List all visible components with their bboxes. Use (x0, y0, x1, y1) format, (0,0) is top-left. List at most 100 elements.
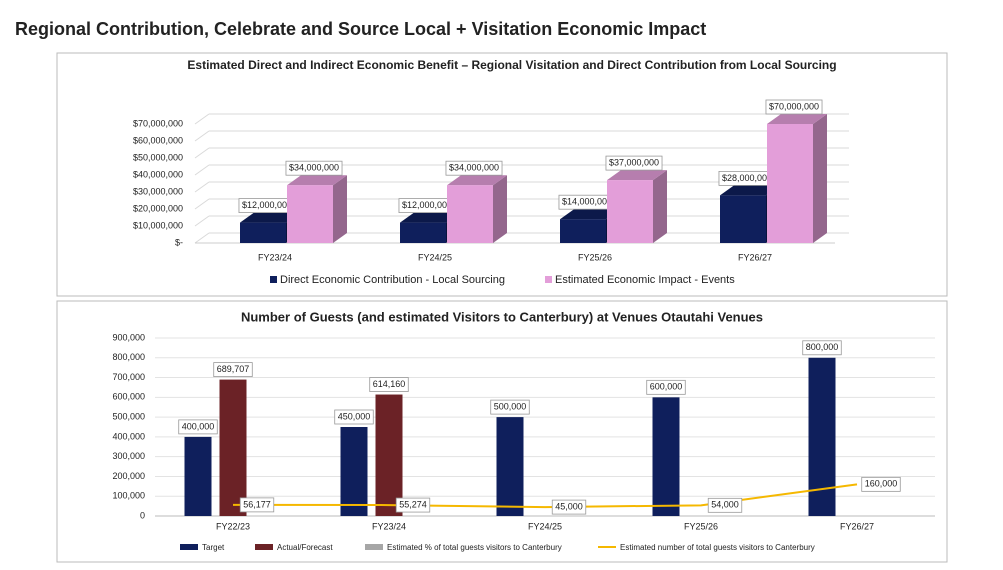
y-tick-label: $70,000,000 (133, 118, 183, 128)
data-label: 55,274 (399, 499, 427, 509)
bar-top (400, 212, 460, 223)
bar (607, 180, 653, 243)
bar (240, 222, 286, 243)
label-box (861, 476, 901, 492)
legend-swatch (180, 544, 198, 550)
label-box (395, 497, 431, 513)
bar (767, 124, 813, 243)
y-tick-label: $50,000,000 (133, 152, 183, 162)
data-label: 45,000 (555, 501, 583, 511)
data-label: 160,000 (865, 479, 898, 489)
data-label: $28,000,000 (722, 173, 772, 183)
grid-side (194, 232, 210, 244)
chart-title: Estimated Direct and Indirect Economic B… (187, 58, 836, 72)
x-tick-label: FY25/26 (684, 521, 718, 531)
label-box (646, 379, 686, 395)
bar (340, 427, 368, 516)
bar (808, 357, 836, 516)
y-tick-label: $60,000,000 (133, 135, 183, 145)
data-label: 56,177 (243, 499, 271, 509)
x-tick-label: FY24/25 (528, 521, 562, 531)
bar (560, 219, 606, 243)
legend-label: Estimated number of total guests visitor… (620, 543, 815, 552)
data-label: 600,000 (650, 382, 683, 392)
bar (184, 436, 212, 516)
x-tick-label: FY26/27 (738, 252, 772, 262)
bar (400, 222, 446, 243)
y-tick-label: 400,000 (112, 431, 145, 441)
y-tick-label: $40,000,000 (133, 169, 183, 179)
data-label: $70,000,000 (769, 101, 819, 111)
y-tick-label: 500,000 (112, 411, 145, 421)
data-label: 54,000 (711, 500, 739, 510)
y-tick-label: 300,000 (112, 451, 145, 461)
legend-label: Direct Economic Contribution - Local Sou… (280, 274, 505, 286)
slide-title: Regional Contribution, Celebrate and Sou… (15, 19, 706, 39)
y-tick-label: $20,000,000 (133, 203, 183, 213)
grid-side (194, 181, 210, 193)
label-box (605, 155, 663, 171)
data-label: 400,000 (182, 421, 215, 431)
label-box (490, 399, 530, 415)
x-tick-label: FY25/26 (578, 252, 612, 262)
grid-side (194, 113, 210, 125)
legend-label: Estimated % of total guests visitors to … (387, 543, 562, 552)
x-tick-label: FY22/23 (216, 521, 250, 531)
bar-side (333, 175, 347, 243)
grid-side (194, 198, 210, 210)
legend-swatch (365, 544, 383, 550)
bar-top (287, 175, 347, 186)
grid-side (194, 164, 210, 176)
bar (219, 379, 247, 516)
data-label: $34,000,000 (289, 163, 339, 173)
label-box (802, 340, 842, 356)
label-box (178, 419, 218, 435)
x-tick-label: FY26/27 (840, 521, 874, 531)
x-tick-label: FY24/25 (418, 252, 452, 262)
y-tick-label: 900,000 (112, 332, 145, 342)
bar-side (653, 170, 667, 243)
legend-label: Actual/Forecast (277, 543, 333, 552)
chart-title: Number of Guests (and estimated Visitors… (241, 309, 763, 324)
y-tick-label: 700,000 (112, 372, 145, 382)
data-label: 689,707 (217, 364, 250, 374)
data-label: $34,000,000 (449, 163, 499, 173)
legend-label: Target (202, 543, 225, 552)
bar (375, 394, 403, 516)
bar (652, 397, 680, 516)
y-tick-label: $- (175, 237, 183, 247)
x-tick-label: FY23/24 (258, 252, 292, 262)
bar-top (560, 209, 620, 220)
data-label: $12,000,000 (402, 200, 452, 210)
grid-side (194, 130, 210, 142)
y-tick-label: 100,000 (112, 491, 145, 501)
bar (287, 185, 333, 243)
y-tick-label: 0 (140, 510, 145, 520)
grid-side (194, 147, 210, 159)
label-box (551, 499, 587, 515)
bar-top (767, 114, 827, 124)
y-tick-label: $10,000,000 (133, 220, 183, 230)
label-box (213, 362, 253, 377)
data-label: $37,000,000 (609, 157, 659, 167)
bar-top (240, 212, 300, 223)
label-box (369, 377, 409, 392)
label-box (334, 409, 374, 425)
bar-side (493, 175, 507, 243)
label-box (445, 160, 503, 176)
data-label: $12,000,000 (242, 200, 292, 210)
label-box (285, 160, 343, 176)
legend-swatch (270, 276, 277, 283)
label-box (765, 99, 823, 115)
x-tick-label: FY23/24 (372, 521, 406, 531)
y-tick-label: 600,000 (112, 392, 145, 402)
label-box (239, 497, 275, 513)
line (232, 483, 858, 509)
bar (496, 417, 524, 516)
label-box (707, 497, 743, 513)
y-tick-label: 800,000 (112, 352, 145, 362)
data-label: 614,160 (373, 379, 406, 389)
bar (720, 195, 766, 243)
